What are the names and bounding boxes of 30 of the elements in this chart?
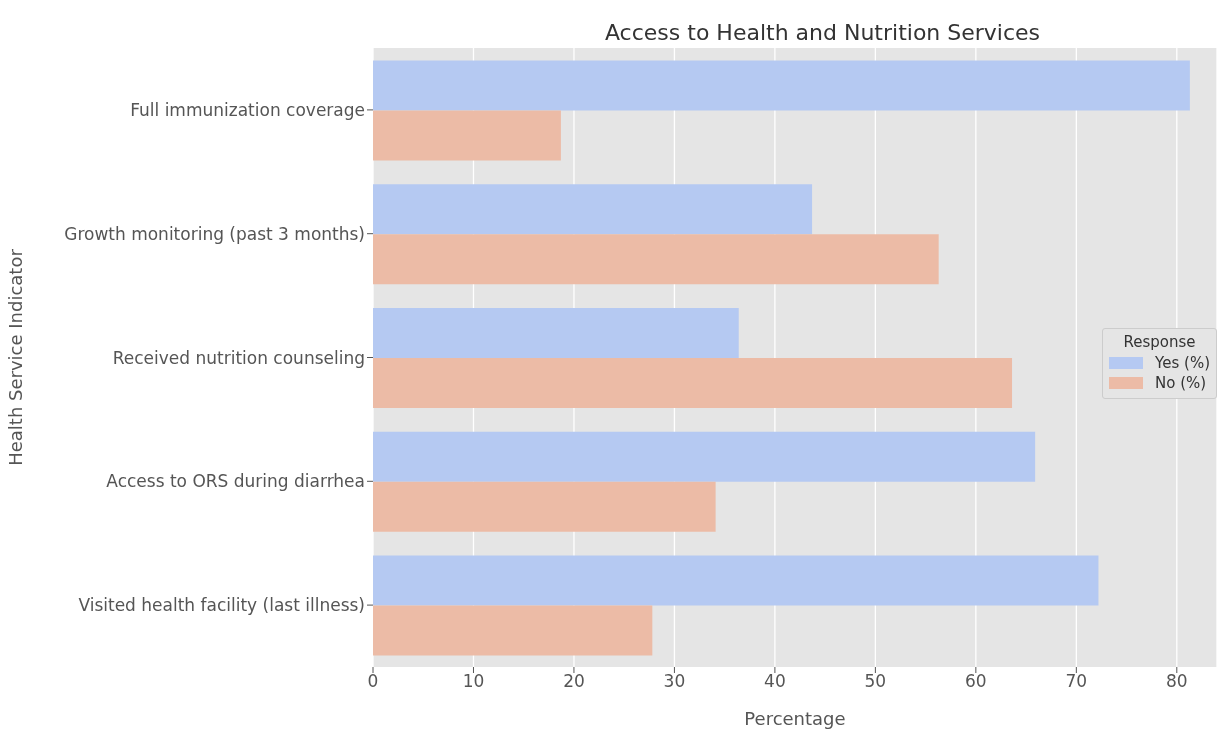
x-tick-label: 70 [1065,671,1088,692]
bar [373,555,1099,606]
x-tick-label: 50 [864,671,887,692]
bar [373,307,739,358]
y-tick-label: Received nutrition counseling [112,347,365,368]
x-tick-label: 20 [563,671,585,692]
bar [373,184,813,235]
y-axis-title: Health Service Indicator [5,248,27,466]
x-tick-label: 30 [663,671,686,692]
bar [373,357,1013,408]
legend-label: No (%) [1155,374,1207,392]
x-tick-label: 40 [764,671,786,692]
bar [373,234,939,285]
bar [373,110,561,161]
x-axis-title: Percentage [744,708,846,729]
x-tick-label: 10 [462,671,485,692]
y-tick-label: Visited health facility (last illness) [78,595,365,616]
y-tick-label: Growth monitoring (past 3 months) [64,223,365,244]
y-tick-label: Full immunization coverage [130,99,365,120]
bar [373,60,1190,111]
bar [373,481,716,532]
x-tick-label: 80 [1165,671,1188,692]
x-tick-label: 60 [965,671,987,692]
chart-title: Access to Health and Nutrition Services [603,20,1042,45]
y-tick-label: Access to ORS during diarrhea [106,471,365,492]
legend-title: Response [1122,333,1197,351]
bar [373,605,653,656]
x-tick-label: 0 [367,671,379,692]
bar [373,431,1036,482]
legend-label: Yes (%) [1155,354,1210,372]
